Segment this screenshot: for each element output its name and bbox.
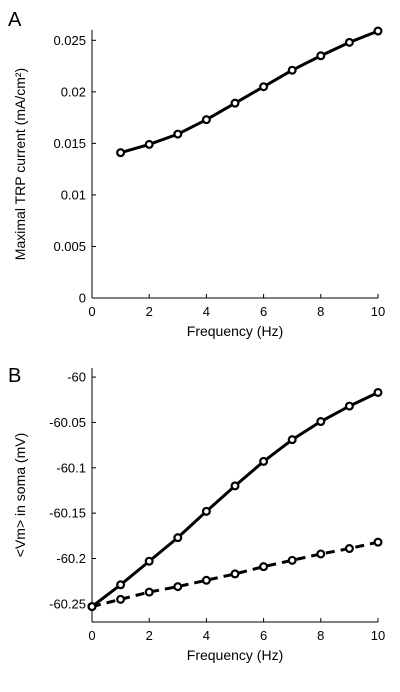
panel-b-series-2-point (259, 562, 269, 572)
panel-b-series-2-point (144, 587, 154, 597)
panel-a-series-1-point (201, 115, 211, 125)
panel-a-y-tick-label: 0.005 (53, 239, 86, 254)
panel-a-y-tick-label: 0.025 (53, 33, 86, 48)
panel-b-series-2-point (87, 602, 97, 612)
panel-a: A 0 2 4 6 8 10 0 0.005 0.01 0.015 0.02 0.025 Freque… (8, 9, 385, 339)
panel-b-series-1-point (259, 456, 269, 466)
panel-b-series-2-point (373, 537, 383, 547)
panel-a-y-tick-label: 0 (79, 291, 86, 306)
panel-b-series (87, 387, 383, 612)
panel-a-series-1-point (316, 51, 326, 61)
panel-b-series-2-point (173, 582, 183, 592)
panel-b-y-tick-label: -60.25 (49, 596, 86, 611)
panel-a-series-1-point (287, 65, 297, 75)
panel-b-series-1-point (201, 506, 211, 516)
panel-b-x-label: Frequency (Hz) (187, 647, 283, 663)
panel-a-series-1-point (259, 82, 269, 92)
panel-a-series-1-point (144, 139, 154, 149)
panel-a-letter: A (8, 9, 22, 31)
panel-b-series-1-point (344, 401, 354, 411)
panel-b-x-tick-label: 0 (88, 628, 95, 643)
panel-b: B 0 2 4 6 8 10 -60.25 -60.2 -60.15 -60.1 -60.05 -60… (8, 365, 385, 663)
panel-b-y-tick-label: -60.15 (49, 506, 86, 521)
panel-a-x-tick-label: 10 (371, 304, 385, 319)
panel-a-series (116, 26, 383, 158)
panel-b-letter: B (8, 365, 21, 387)
panel-b-series-2-line (91, 540, 379, 609)
panel-b-x-tick-label: 6 (260, 628, 267, 643)
panel-b-series-2-point (287, 555, 297, 565)
panel-a-series-1-line (120, 29, 379, 155)
panel-a-y-tick-label: 0.01 (61, 187, 86, 202)
panel-b-y-label: <Vm> in soma (mV) (12, 433, 28, 557)
panel-a-series-1-point (373, 26, 383, 36)
panel-a-x-tick-label: 6 (260, 304, 267, 319)
panel-a-x-label: Frequency (Hz) (187, 323, 283, 339)
panel-b-series-1-point (373, 387, 383, 397)
panel-a-y-label: Maximal TRP current (mA/cm²) (12, 68, 28, 260)
panel-b-series-1-point (287, 435, 297, 445)
panel-b-y-tick-label: -60.2 (56, 551, 86, 566)
panel-a-x-tick-label: 4 (203, 304, 210, 319)
panel-a-y-tick-label: 0.015 (53, 136, 86, 151)
panel-a-x-tick-label: 0 (88, 304, 95, 319)
panel-a-series-1-point (116, 148, 126, 158)
panel-a-y-tick-label: 0.02 (61, 84, 86, 99)
panel-b-y-tick-label: -60.05 (49, 415, 86, 430)
panel-b-x-tick-label: 8 (317, 628, 324, 643)
panel-b-series-2-point (116, 594, 126, 604)
panel-b-x-tick-label: 10 (371, 628, 385, 643)
panel-b-series-2-point (344, 544, 354, 554)
panel-a-series-1-point (173, 129, 183, 139)
panel-b-x-tick-label: 4 (203, 628, 210, 643)
panel-b-series-2-point (316, 549, 326, 559)
panel-b-y-tick-label: -60.1 (56, 460, 86, 475)
panel-b-y-tick-label: -60 (67, 370, 86, 385)
panel-a-x-tick-label: 2 (146, 304, 153, 319)
panel-b-series-2-point (230, 569, 240, 579)
panel-a-ticks: 0 2 4 6 8 10 0 0.005 0.01 0.015 0.02 0.025 (53, 33, 385, 319)
panel-b-series-1-point (173, 533, 183, 543)
panel-b-series-1-point (316, 417, 326, 427)
panel-b-x-tick-label: 2 (146, 628, 153, 643)
panel-b-series-2-point (201, 575, 211, 585)
panel-b-series-1-point (230, 481, 240, 491)
panel-b-series-1-point (116, 580, 126, 590)
panel-b-ticks: 0 2 4 6 8 10 -60.25 -60.2 -60.15 -60.1 -60.05 -60 (49, 370, 385, 643)
panel-a-x-tick-label: 8 (317, 304, 324, 319)
panel-a-series-1-point (230, 98, 240, 108)
panel-a-series-1-point (344, 37, 354, 47)
panel-b-series-1-point (144, 556, 154, 566)
